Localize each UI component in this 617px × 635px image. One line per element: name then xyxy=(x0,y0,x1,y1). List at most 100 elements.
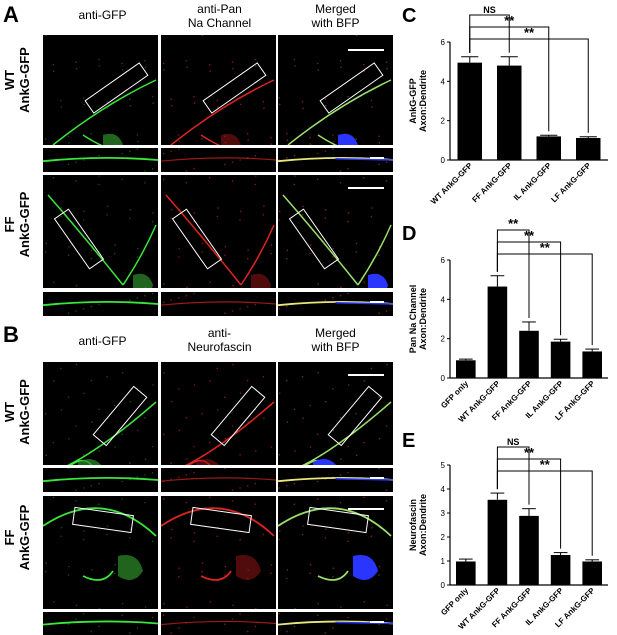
significance-label: NS xyxy=(483,5,496,15)
significance-label: ** xyxy=(508,218,519,231)
panel-letter-e: E xyxy=(402,430,415,452)
y-tick-label: 2 xyxy=(441,335,446,344)
scale-bar xyxy=(370,157,384,159)
panel-a-col1-title: anti-GFP xyxy=(78,8,127,22)
panel-a-wt-strip xyxy=(161,148,276,172)
bar xyxy=(519,330,539,378)
significance-bracket xyxy=(469,38,589,133)
panel-a-wt-strip xyxy=(43,148,158,172)
y-tick-label: 0 xyxy=(441,374,446,383)
x-tick-label: LF AnkG-GFP xyxy=(549,161,593,205)
panel-a-wt-strip xyxy=(278,148,393,172)
significance-bracket xyxy=(496,253,593,346)
y-tick-label: 0 xyxy=(441,156,446,165)
panel-a-ff-tile xyxy=(43,175,158,288)
y-tick-label: 3 xyxy=(441,509,446,518)
significance-label: ** xyxy=(504,13,515,28)
panel-b-ff-strip xyxy=(43,612,158,635)
significance-label: NS xyxy=(507,437,520,447)
significance-bracket xyxy=(496,470,593,556)
y-tick-label: 6 xyxy=(441,38,446,47)
significance-label: ** xyxy=(524,445,535,460)
scale-bar xyxy=(370,477,384,479)
panel-b-letter: B xyxy=(3,322,19,347)
panel-b-col1-title: anti-GFP xyxy=(78,334,127,348)
panel-b-ff-tile xyxy=(278,496,393,609)
panel-a-wt-tile xyxy=(43,35,158,145)
significance-label: ** xyxy=(524,228,535,243)
panel-a-ff-strip xyxy=(278,292,393,316)
ylabel-line2: Axon:Dendrite xyxy=(418,70,428,132)
x-tick-label: IL AnkG-GFP xyxy=(512,161,554,203)
bar xyxy=(550,341,571,378)
panel-a-col3-title: Merged with BFP xyxy=(311,2,360,30)
panel-b-wt-tile xyxy=(43,362,158,465)
bar xyxy=(487,286,508,378)
x-tick-label: GFP only xyxy=(439,379,470,410)
bar xyxy=(536,136,561,160)
bar xyxy=(576,137,601,160)
ylabel-line1: AnkG-GFP xyxy=(408,78,418,124)
ylabel-line1: Neurofascin xyxy=(408,499,418,551)
panel-letter-d: D xyxy=(402,223,416,245)
x-tick-label: WT AnkG-GFP xyxy=(429,161,475,207)
panel-b-wt-tile xyxy=(278,362,393,465)
y-tick-label: 2 xyxy=(441,117,446,126)
panel-a-wt-tile xyxy=(161,35,276,145)
bar xyxy=(487,499,508,585)
panel-a-ff-strip xyxy=(43,292,158,316)
panel-b-row1-label: WT AnkG-GFP xyxy=(2,379,32,445)
bar xyxy=(456,360,476,378)
significance-label: ** xyxy=(540,240,551,255)
panel-a-letter: A xyxy=(3,2,19,27)
panel-a-row2-label: FF AnkG-GFP xyxy=(2,191,32,258)
y-tick-label: 0 xyxy=(441,581,446,590)
panel-b-ff-tile xyxy=(161,496,276,609)
chart-d: D Pan Na Channel Axon:Dendrite 0 2 4 6 GFP only… xyxy=(402,218,608,423)
significance-label: ** xyxy=(524,25,535,40)
panel-letter-c: C xyxy=(402,5,416,27)
scale-bar xyxy=(348,187,384,189)
scale-bar xyxy=(348,508,384,510)
ylabel-line2: Axon:Dendrite xyxy=(418,494,428,556)
x-tick-label: FF AnkG-GFP xyxy=(470,161,514,205)
panel-a-ff-strip xyxy=(161,292,276,316)
scale-bar xyxy=(370,621,384,623)
panel-b-wt-strip xyxy=(43,468,158,492)
panel-a-ff-tile xyxy=(278,175,393,288)
y-tick-label: 5 xyxy=(441,461,446,470)
panel-b-row2-label: FF AnkG-GFP xyxy=(2,504,32,571)
bar xyxy=(456,561,476,585)
panel-b-col2-title: anti- Neurofascin xyxy=(187,326,252,354)
bar xyxy=(582,351,602,378)
y-tick-label: 6 xyxy=(441,256,446,265)
panel-b-wt-tile xyxy=(161,362,276,465)
scale-bar xyxy=(348,374,384,376)
bar xyxy=(550,555,571,585)
bar xyxy=(457,62,482,160)
scale-bar xyxy=(370,301,384,303)
y-tick-label: 4 xyxy=(441,77,446,86)
panel-b-wt-strip xyxy=(161,468,276,492)
bar xyxy=(497,65,522,160)
bar xyxy=(519,515,539,585)
y-tick-label: 4 xyxy=(441,485,446,494)
panel-a-ff-tile xyxy=(161,175,276,288)
panel-b-wt-strip xyxy=(278,468,393,492)
panel-b-ff-strip xyxy=(278,612,393,635)
ylabel-line1: Pan Na Channel xyxy=(408,285,418,354)
scale-bar xyxy=(348,49,384,51)
panel-b-ff-strip xyxy=(161,612,276,635)
y-tick-label: 4 xyxy=(441,295,446,304)
panel-a-row1-label: WT AnkG-GFP xyxy=(2,47,32,113)
x-tick-label: GFP only xyxy=(439,586,470,617)
panel-b-ff-tile xyxy=(43,496,158,609)
chart-c: C AnkG-GFP Axon:Dendrite 0 2 4 6 WT AnkG-GFPFF … xyxy=(402,5,608,207)
significance-label: ** xyxy=(540,457,551,472)
panel-a-wt-tile xyxy=(278,35,393,145)
panel-a-col2-title: anti-Pan Na Channel xyxy=(187,2,252,30)
bar xyxy=(582,561,602,585)
y-tick-label: 1 xyxy=(441,557,446,566)
ylabel-line2: Axon:Dendrite xyxy=(418,288,428,350)
